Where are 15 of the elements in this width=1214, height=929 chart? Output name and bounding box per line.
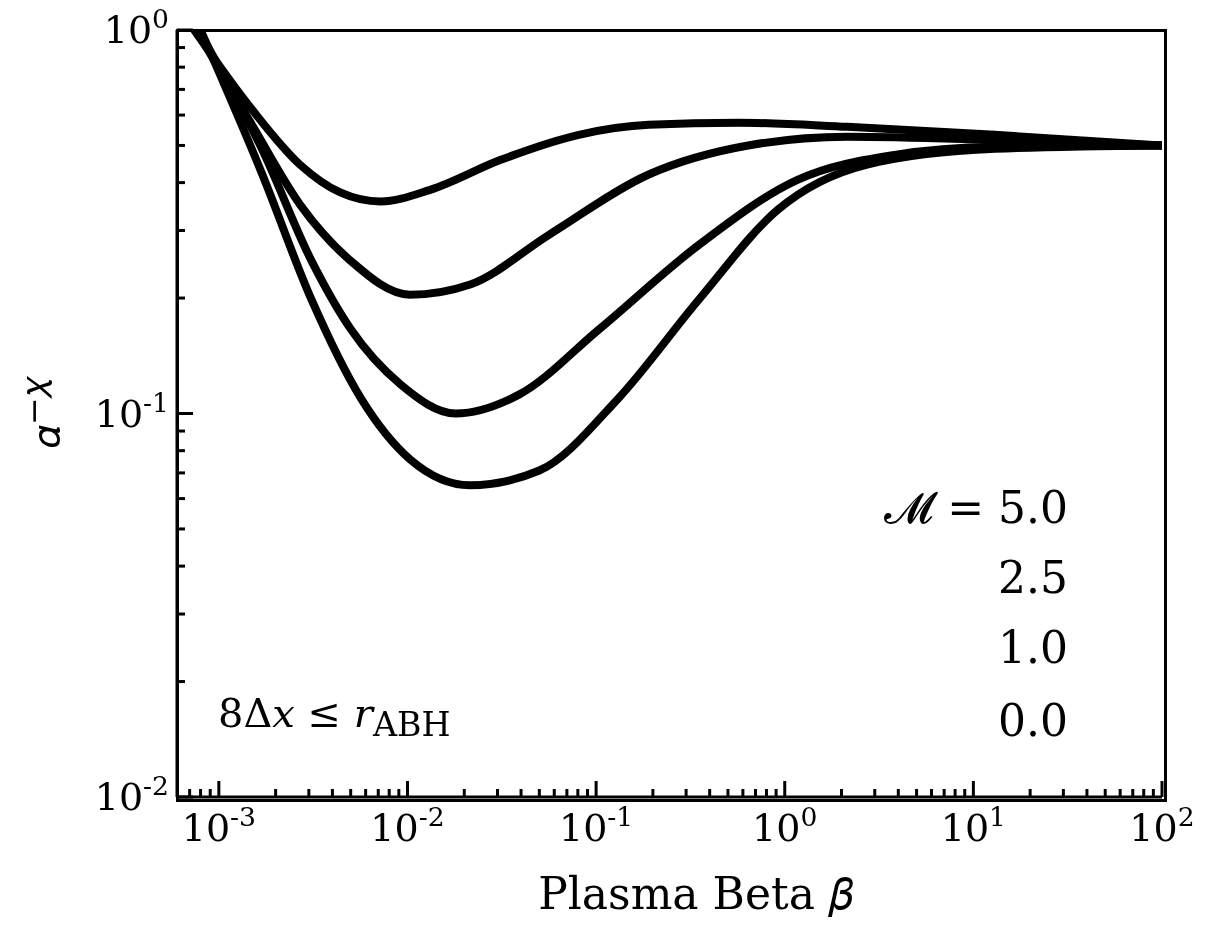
x-tick-label: 10$^{-1}$ [558,800,634,850]
x-tick-label: 10$^{2}$ [1129,800,1195,850]
x-tick-label: 10$^{0}$ [752,800,818,850]
y-tick-label: 10$^{-2}$ [94,769,169,819]
annotation: 2.5 [998,552,1068,603]
y-tick-label: 10$^{-1}$ [94,386,169,436]
annotation: 0.0 [998,695,1068,746]
x-tick-label: 10$^{-2}$ [370,800,445,850]
x-tick-label: 10$^{1}$ [940,800,1007,850]
annotation: 8Δ𝑥 ≤ 𝑟$_{ABH}$ [218,690,451,744]
x-axis-title: Plasma Beta 𝛽 [537,868,854,920]
y-tick-label: 10$^{0}$ [103,2,169,52]
annotation: 𝓜 = 5.0 [884,482,1068,534]
annotation: 1.0 [998,622,1068,673]
x-tick-label: 10$^{-3}$ [181,800,256,850]
